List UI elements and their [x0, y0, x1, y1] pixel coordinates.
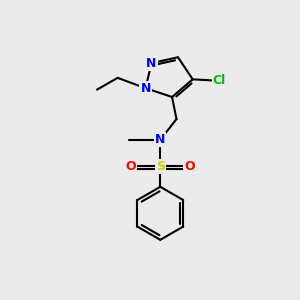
Text: S: S — [156, 160, 165, 173]
Text: Cl: Cl — [213, 74, 226, 87]
Text: N: N — [140, 82, 151, 95]
Text: O: O — [184, 160, 195, 173]
Text: N: N — [146, 57, 157, 70]
Text: N: N — [155, 133, 166, 146]
Text: O: O — [125, 160, 136, 173]
